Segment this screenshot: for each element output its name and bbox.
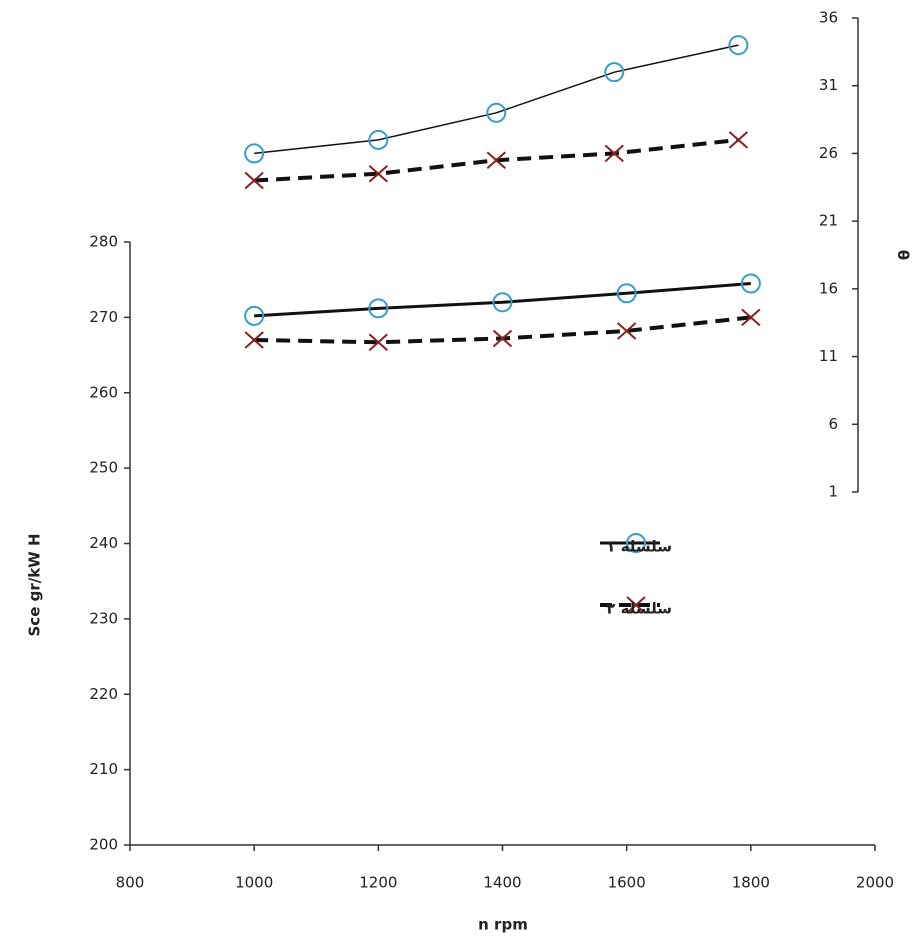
y2-tick-label: 36	[819, 9, 838, 27]
y2-tick-label: 26	[819, 144, 838, 162]
marker	[244, 331, 264, 349]
y2-axis-title: θ	[896, 250, 914, 260]
y-tick-label: 210	[89, 760, 118, 778]
y-axis-title: Sce gr/kW H	[26, 533, 44, 636]
marker	[617, 322, 637, 340]
x-tick-label: 1000	[235, 874, 273, 892]
x-axis-title: n rpm	[478, 916, 528, 934]
marker	[728, 35, 749, 56]
marker	[604, 144, 624, 163]
marker	[492, 292, 513, 313]
marker	[486, 151, 506, 169]
y2-tick-label: 6	[828, 415, 838, 433]
marker	[728, 131, 749, 149]
y-tick-label: 270	[89, 308, 118, 326]
series-line	[254, 281, 751, 318]
x-tick-label: 1400	[483, 874, 521, 892]
y2-tick-label: 16	[819, 279, 838, 297]
y-tick-label: 250	[89, 459, 118, 477]
y2-tick-label: 1	[828, 483, 838, 501]
marker	[626, 533, 646, 553]
x-tick-label: 1800	[732, 874, 770, 892]
marker	[741, 308, 761, 327]
y2-tick-label: 21	[819, 212, 838, 230]
x-tick-label: 1200	[359, 874, 397, 892]
marker	[486, 102, 507, 123]
marker	[740, 273, 761, 294]
marker	[604, 62, 625, 83]
marker	[368, 298, 389, 319]
marker	[244, 171, 264, 190]
y-tick-label: 280	[89, 233, 118, 251]
marker	[368, 164, 388, 183]
y-tick-label: 240	[89, 534, 118, 552]
x-tick-label: 1600	[608, 874, 646, 892]
marker	[368, 129, 389, 150]
y-tick-label: 200	[89, 836, 118, 854]
series-line	[254, 44, 739, 155]
y-tick-label: 220	[89, 685, 118, 703]
marker	[616, 283, 637, 304]
marker	[244, 143, 265, 164]
x-tick-label: 800	[116, 874, 145, 892]
y2-tick-label: 31	[819, 76, 838, 94]
x-tick-label: 2000	[856, 874, 894, 892]
y2-tick-label: 11	[819, 347, 838, 365]
y-tick-label: 260	[89, 383, 118, 401]
marker	[626, 596, 646, 614]
y-tick-label: 230	[89, 609, 118, 627]
marker	[244, 305, 265, 326]
marker	[492, 329, 513, 348]
marker	[368, 333, 388, 351]
legend-label: سلسله ۱	[606, 538, 672, 556]
legend-label: سلسله ۲	[606, 600, 672, 618]
